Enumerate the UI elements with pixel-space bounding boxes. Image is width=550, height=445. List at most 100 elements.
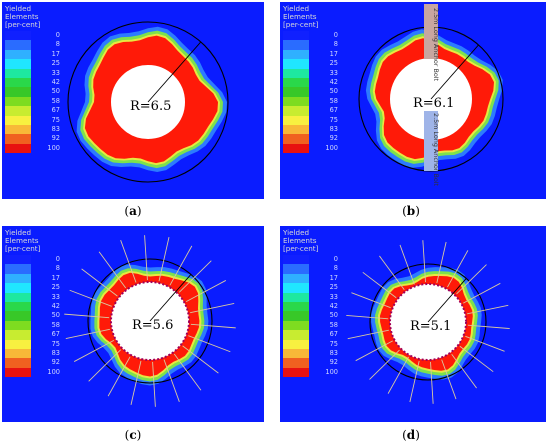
legend-swatch [283, 273, 309, 284]
rock-bolt [463, 282, 501, 304]
legend-entry: 33 [5, 68, 63, 78]
legend-tick-label: 75 [329, 339, 338, 348]
legend-swatch [283, 77, 309, 88]
legend-swatch [283, 96, 309, 107]
caption-b: (b) [402, 204, 420, 218]
rock-bolt [355, 340, 393, 362]
legend-tick-label: 0 [55, 31, 60, 39]
legend-c: Yielded Elements [per-cent] 0 8 17 25 33 42 50 58 6… [5, 229, 63, 378]
legend-tick-label: 100 [47, 143, 60, 152]
legend-tick-label: 50 [51, 311, 60, 320]
rock-bolt [467, 324, 510, 330]
legend-tick-label: 42 [329, 77, 338, 86]
legend-swatch [5, 124, 31, 135]
legend-entry: 50 [283, 87, 341, 97]
legend-swatch [5, 264, 31, 274]
plastic-radius-circle [87, 258, 213, 384]
legend-entry: 17 [283, 49, 341, 60]
legend-entry: 92 [283, 358, 341, 368]
legend-entry: 8 [5, 264, 63, 274]
radius-line [427, 278, 467, 323]
radius-line [147, 41, 202, 103]
panel-d: R=5.1 Yielded Elements [per-cent] 0 8 17 25 33 4… [278, 224, 550, 445]
legend-tick-label: 50 [329, 311, 338, 320]
legend-title: Yielded Elements [per-cent] [283, 4, 319, 29]
contour-svg-c: R=5.6 [64, 235, 236, 407]
legend-swatch [283, 330, 309, 340]
legend-tick-label: 67 [329, 330, 338, 339]
radius-label: R=5.1 [410, 319, 451, 334]
legend-entry: 75 [283, 115, 341, 125]
legend-swatch [283, 320, 309, 331]
legend-tick-label: 0 [333, 31, 338, 39]
legend-swatch [283, 68, 309, 78]
rock-bolt [369, 349, 400, 380]
rock-bolt [81, 268, 118, 297]
rock-bolt [169, 245, 193, 286]
legend-swatch [5, 301, 31, 312]
legend-swatch [5, 106, 31, 116]
legend-tick-label: 0 [333, 255, 338, 263]
anchor-bolt-top-label: 2.5m Long Anchor Bolt [432, 8, 440, 82]
plastic-radius-circle [67, 21, 229, 183]
legend-entry: 67 [283, 106, 341, 116]
legend-tick-label: 58 [329, 96, 338, 105]
rock-bolt [163, 359, 180, 402]
legend-title: Yielded Elements [per-cent] [5, 4, 41, 29]
legend-tick-label: 50 [329, 87, 338, 96]
legend-entry: 42 [5, 77, 63, 88]
legend-swatch [283, 124, 309, 135]
rock-bolt [436, 241, 447, 284]
legend-swatch [283, 31, 309, 41]
legend-swatch [5, 311, 31, 321]
legend-tick-label: 25 [329, 283, 338, 292]
contour-plot-c: R=5.6 Yielded Elements [per-cent] 0 8 17 25 33 4… [2, 226, 264, 422]
legend-swatch [283, 40, 309, 50]
legend-swatch [283, 115, 309, 125]
legend-swatch [283, 358, 309, 368]
legend-swatch [5, 143, 31, 154]
rock-bolt [190, 323, 236, 329]
legend-entry: 75 [283, 339, 341, 349]
rock-bolt [188, 335, 231, 353]
legend-swatch [5, 77, 31, 88]
legend-swatch [5, 115, 31, 125]
legend-title: Yielded Elements [per-cent] [283, 228, 319, 253]
legend-tick-label: 83 [51, 124, 60, 133]
anchor-bolt-bottom [424, 111, 438, 171]
legend-tick-label: 33 [51, 292, 60, 301]
anchor-bolt-bottom-label: 2.5m Long Anchor Bolt [432, 113, 440, 187]
legend-tick-label: 58 [51, 320, 60, 329]
legend-swatch [283, 49, 309, 60]
radius-label: R=6.5 [130, 99, 171, 114]
legend-entry: 33 [283, 292, 341, 302]
legend-entry: 75 [5, 115, 63, 125]
legend-swatch [5, 68, 31, 78]
legend-entry: 100 [5, 143, 63, 154]
legend-entry: 0 [5, 31, 63, 41]
contour-plot-b: 2.5m Long Anchor Bolt 2.5m Long Anchor Bo… [280, 2, 546, 199]
legend-tick-label: 25 [329, 59, 338, 68]
legend-entry: 92 [283, 134, 341, 144]
caption-d: (d) [402, 428, 420, 442]
legend-entry: 67 [283, 330, 341, 340]
legend-entry: 100 [5, 367, 63, 378]
legend-tick-label: 83 [329, 348, 338, 357]
legend-tick-label: 33 [329, 292, 338, 301]
rock-bolt [178, 260, 212, 293]
rock-bolt [173, 353, 202, 391]
rock-bolt [451, 353, 477, 389]
rock-bolt [447, 250, 469, 288]
rock-bolt [387, 356, 409, 394]
rock-bolt [130, 360, 142, 405]
rock-bolt [158, 237, 170, 282]
legend-entry: 58 [5, 320, 63, 331]
legend-entry: 42 [5, 301, 63, 312]
rock-bolt [185, 280, 227, 303]
legend-tick-label: 17 [329, 273, 338, 282]
legend-entry: 83 [5, 124, 63, 135]
rock-bolt [152, 361, 156, 407]
rock-bolt [465, 335, 505, 352]
legend-entry: 42 [283, 77, 341, 88]
legend-d: Yielded Elements [per-cent] 0 8 17 25 33 42 50 58 6… [283, 228, 341, 378]
